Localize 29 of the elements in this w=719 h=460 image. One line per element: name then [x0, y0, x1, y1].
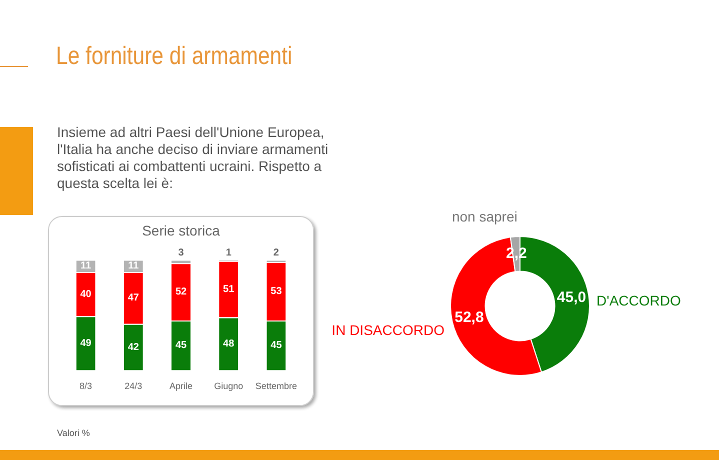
data-label: 45 — [270, 340, 282, 352]
data-label: 42 — [128, 342, 140, 353]
data-label: 51 — [223, 284, 235, 295]
data-label: 11 — [128, 260, 140, 272]
data-label: 48 — [223, 338, 235, 350]
x-tick-label: 24/3 — [124, 381, 142, 392]
x-tick-label: Aprile — [169, 381, 193, 392]
text: Le forniture di armamenti — [56, 42, 292, 71]
x-tick-label: Giugno — [214, 381, 244, 392]
data-label: 53 — [270, 286, 282, 298]
data-label: 40 — [80, 288, 92, 300]
x-tick-label: 8/3 — [80, 381, 92, 392]
text: Insieme ad altri Paesi dell'Unione Europea, l'Italia ha anche deciso di inviare armamenti sofisticati ai combattenti ucraini. Rispetto a questa scelta lei è: — [57, 124, 330, 192]
data-label: 3 — [178, 248, 184, 259]
x-tick-label: Settembre — [255, 381, 297, 392]
data-label: 11 — [80, 260, 92, 272]
slice-label: non saprei — [452, 208, 518, 225]
data-label: 45 — [175, 340, 187, 352]
data-label: 1 — [226, 248, 232, 259]
text: Valori % — [57, 428, 90, 438]
data-label: 45,0 — [556, 288, 586, 306]
data-label: 47 — [128, 292, 140, 304]
data-label: 49 — [80, 338, 92, 349]
slice-label: D'ACCORDO — [596, 292, 681, 309]
data-label: 52,8 — [454, 308, 484, 326]
data-label: 2 — [273, 248, 280, 259]
slice-label: IN DISACCORDO — [332, 322, 445, 338]
data-label: 52 — [175, 286, 187, 298]
chart-title: Serie storica — [142, 222, 220, 238]
